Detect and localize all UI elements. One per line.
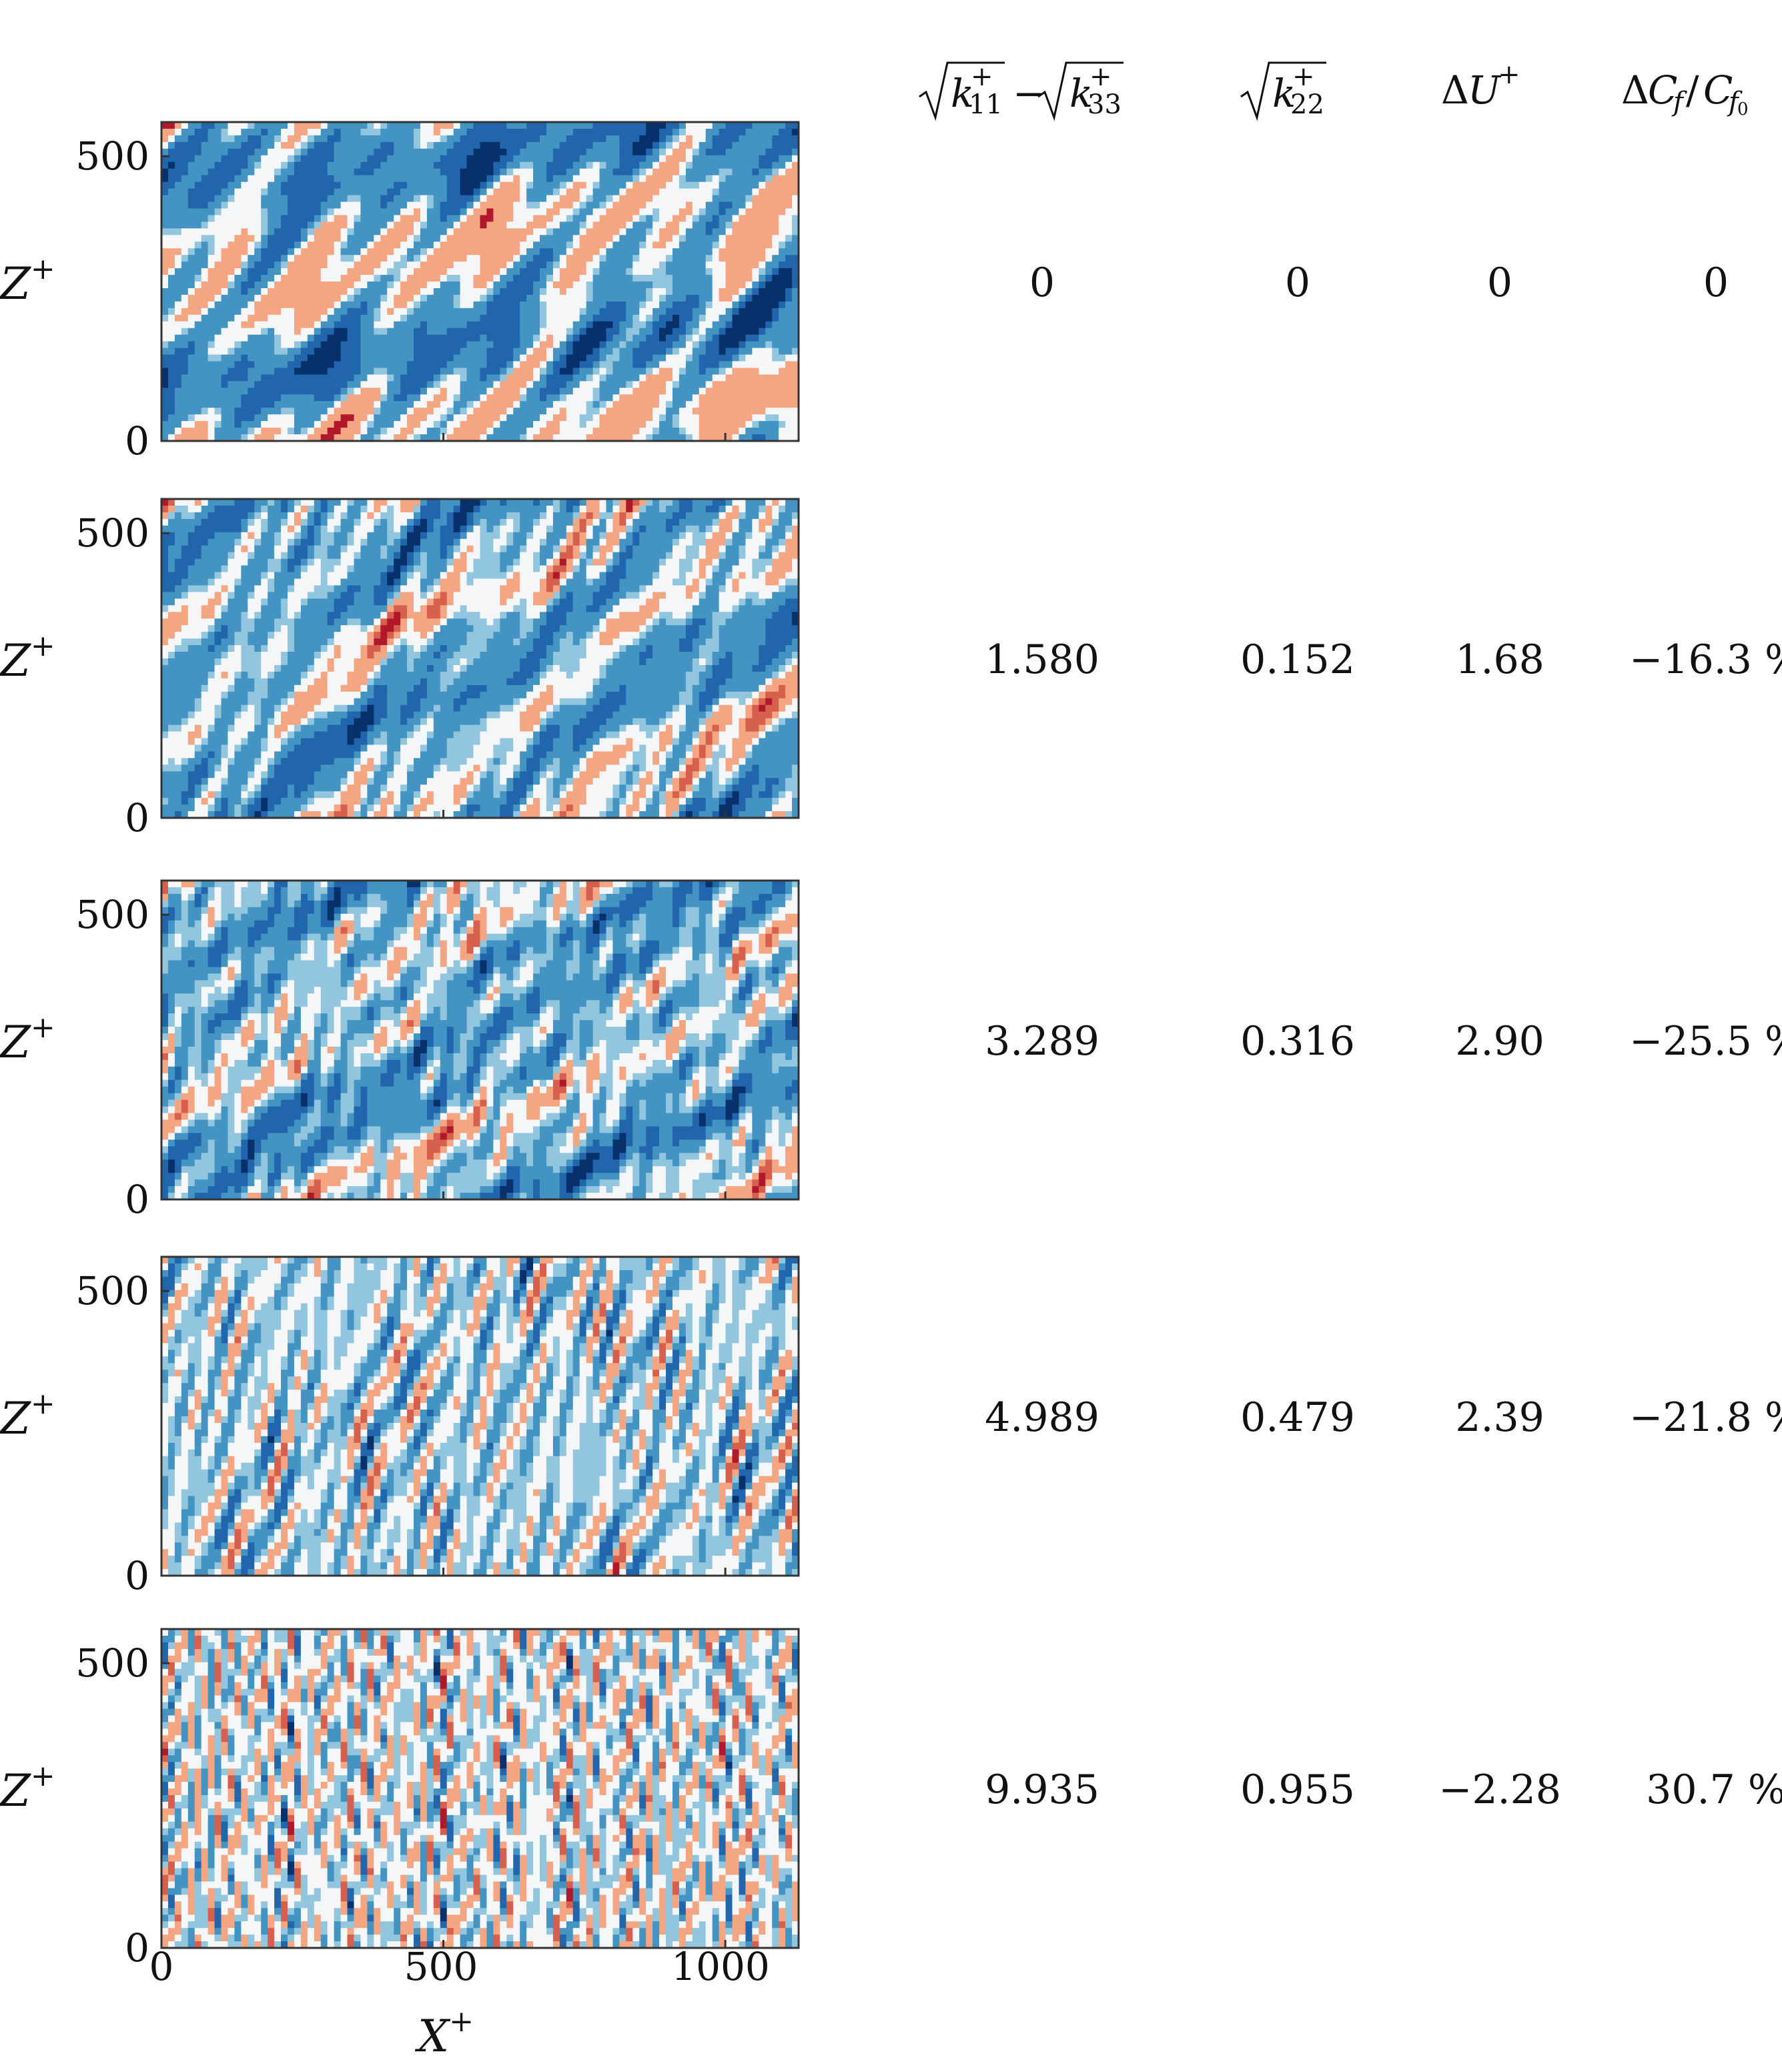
contour-field-5 [161,1629,799,1948]
table-cell-r5-c4: 30.7 % [1646,1766,1782,1813]
panel-frame-1 [160,121,800,442]
y-axis-label: Z+ [0,1759,55,1817]
table-cell-r1-c1: 0 [1029,260,1055,306]
svg-text:k: k [1272,71,1296,116]
y-tick-0: 0 [125,1553,149,1598]
table-cell-r3-c4: −25.5 % [1629,1018,1782,1065]
y-tick-500: 500 [75,892,149,937]
table-cell-r4-c2: 0.479 [1240,1394,1355,1441]
table-cell-r2-c3: 1.68 [1455,636,1544,683]
svg-text:Δ: Δ [1621,67,1649,113]
panel-frame-2 [160,498,800,819]
contour-field-2 [161,499,799,818]
header-sqrt-k22: k + 22 [1240,61,1326,121]
svg-text:+: + [1089,61,1112,92]
svg-text:f: f [1671,87,1687,117]
svg-text:0: 0 [1737,99,1749,119]
table-cell-r1-c4: 0 [1703,260,1729,306]
table-cell-r3-c1: 3.289 [985,1018,1099,1065]
table-cell-r2-c2: 0.152 [1240,636,1355,683]
panel-frame-4 [160,1255,800,1577]
y-tick-500: 500 [75,510,149,556]
table-cell-r4-c3: 2.39 [1455,1394,1544,1441]
contour-panel-1: 500 0 Z+ [0,121,800,464]
y-tick-500: 500 [75,1268,149,1314]
results-table: 0 0 0 0 1.580 0.152 1.68 −16.3 % 3.289 0.316 2.90 −… [985,260,1782,1813]
header-delta-cf-ratio: Δ C f / C f 0 [1621,67,1749,119]
contour-panels: 500 0 Z+ 500 0 Z+ 500 0 Z+ 500 0 Z+ 500 0 Z+ [0,121,800,1971]
table-cell-r2-c1: 1.580 [985,636,1099,683]
table-cell-r5-c3: −2.28 [1438,1766,1561,1813]
y-tick-500: 500 [75,1640,149,1686]
panel-frame-5 [160,1628,800,1949]
table-cell-r4-c4: −21.8 % [1629,1394,1782,1441]
table-cell-r1-c3: 0 [1487,260,1512,306]
panel-frame-3 [160,879,800,1201]
svg-text:+: + [971,61,993,92]
y-axis-label: Z+ [0,252,55,310]
contour-panel-2: 500 0 Z+ [0,498,800,841]
svg-text:11: 11 [969,89,1003,120]
svg-text:U: U [1468,67,1502,113]
y-tick-0: 0 [125,1177,149,1222]
svg-text:+: + [1292,61,1315,92]
x-tick-0: 0 [149,1944,174,1989]
contour-panel-3: 500 0 Z+ [0,879,800,1222]
column-headers: k + 11 − k + 33 k + 22 Δ U + Δ C f / C [919,59,1749,121]
y-tick-0: 0 [125,1925,149,1971]
header-sqrt-k11-minus-sqrt-k33: k + 11 − k + 33 [919,61,1124,121]
svg-text:22: 22 [1290,89,1324,120]
table-cell-r2-c4: −16.3 % [1629,636,1782,683]
contour-panel-4: 500 0 Z+ [0,1255,800,1598]
contour-field-1 [161,122,799,441]
x-tick-1000: 1000 [671,1944,770,1989]
y-tick-500: 500 [75,133,149,179]
svg-text:33: 33 [1087,89,1122,120]
contour-field-3 [161,881,799,1199]
y-tick-0: 0 [125,418,149,464]
header-delta-u: Δ U + [1441,59,1520,113]
svg-text:+: + [1498,59,1520,90]
table-cell-r4-c1: 4.989 [985,1394,1099,1441]
contour-panel-5: 500 0 Z+ [0,1628,800,1971]
svg-text:k: k [951,71,974,116]
table-cell-r5-c1: 9.935 [985,1766,1099,1813]
table-cell-r1-c2: 0 [1285,260,1310,306]
y-axis-label: Z+ [0,1387,55,1444]
table-cell-r3-c3: 2.90 [1455,1018,1544,1065]
table-cell-r3-c2: 0.316 [1240,1018,1355,1065]
y-axis-label: Z+ [0,1011,55,1068]
svg-text:Δ: Δ [1441,67,1469,113]
svg-text:C: C [1703,67,1733,113]
table-cell-r5-c2: 0.955 [1240,1766,1355,1813]
x-axis-label: X+ [414,2005,474,2062]
x-tick-500: 500 [404,1944,478,1989]
svg-text:−: − [1013,71,1045,116]
contour-field-4 [161,1257,799,1576]
svg-text:k: k [1069,71,1093,116]
svg-text:C: C [1648,67,1677,113]
y-tick-0: 0 [125,795,149,841]
x-axis: 0 500 1000 X+ [149,1944,770,2062]
svg-text:/: / [1686,67,1699,113]
y-axis-label: Z+ [0,629,55,686]
